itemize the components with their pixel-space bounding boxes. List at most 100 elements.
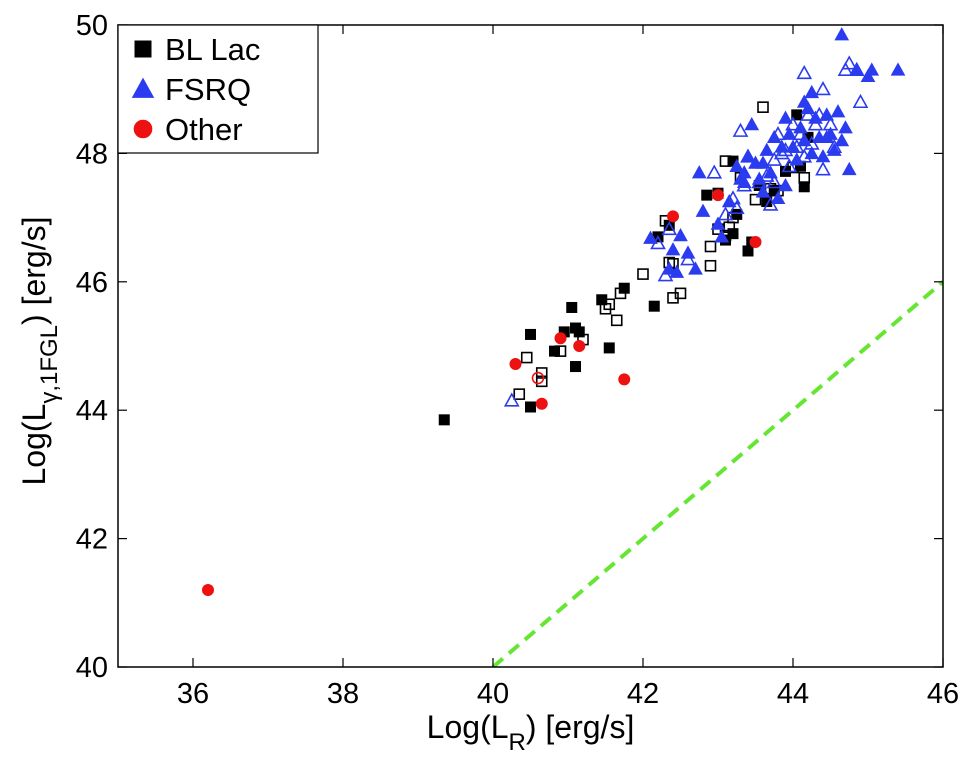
x-tick-label: 36 [177,678,209,710]
legend-other-marker [133,119,153,139]
other-point [202,583,214,596]
fsrq-point [744,116,760,131]
bl-lac-point-open [749,193,762,206]
fsrq-point-open [800,106,816,121]
other-point [535,397,548,410]
bl-lac-point [731,208,743,220]
fsrq-point-open [815,81,831,96]
fsrq-point-open [807,116,824,131]
fsrq-point [849,62,865,76]
fsrq-point-open [680,251,696,266]
fsrq-point [841,161,857,176]
bl-lac-point [566,301,578,313]
fsrq-point [804,84,820,99]
fsrq-point [808,110,823,124]
bl-lac-point [573,326,585,338]
fsrq-point-open [728,199,745,214]
fsrq-point [721,194,737,208]
other-point [667,210,679,223]
fsrq-point-open [792,125,809,141]
bl-lac-point [525,328,536,340]
y-tick-label: 50 [76,10,108,42]
fsrq-point [796,133,812,147]
bl-lac-point-open [535,375,548,388]
fsrq-point [785,139,801,153]
fsrq-point-open [785,116,801,131]
fsrq-point-open [717,206,734,221]
fsrq-point [714,229,730,243]
legend-fsrq-label: FSRQ [165,72,251,107]
fsrq-point [804,145,820,160]
bl-lac-point-open [674,287,687,300]
bl-lac-point [798,181,810,193]
fsrq-point [665,242,681,256]
fsrq-point-open [503,392,520,407]
y-axis-label: Log(Lγ,1FGL) [erg/s] [16,216,63,485]
bl-lac-point-open [704,259,717,272]
fsrq-point [759,142,775,156]
data-points-layer [202,27,906,596]
bl-lac-point [701,189,713,201]
bl-lac-point-open [610,314,623,327]
fsrq-point [766,129,782,144]
y-tick-label: 46 [76,267,108,299]
fsrq-point-open [766,174,783,189]
fsrq-point [864,62,880,76]
fsrq-point [755,155,771,169]
fsrq-point-open [815,161,831,176]
fsrq-point [860,68,876,83]
other-point [573,340,586,352]
fsrq-point [680,245,696,259]
reference-line-layer [491,280,943,667]
fsrq-point [643,230,658,244]
other-point-open [531,371,545,385]
fsrq-point [740,149,756,163]
fsrq-point [774,139,790,153]
fsrq-point [688,261,703,275]
fsrq-point [819,107,835,121]
bl-lac-point [570,361,581,373]
y-tick-label: 42 [76,524,108,556]
bl-lac-point [596,294,608,306]
fsrq-point [834,133,850,147]
fsrq-point [793,120,808,134]
bl-lac-point [727,228,739,240]
reference-line [491,280,943,667]
fsrq-point-open [661,221,678,236]
x-tick-label: 40 [477,678,509,710]
legend-other-label: Other [165,112,243,147]
fsrq-point [755,184,771,198]
other-point [749,235,762,248]
legend-bl-lac-marker [134,40,152,58]
bl-lac-point-open [637,268,649,280]
fsrq-point [826,142,842,156]
bl-lac-point-open [513,388,526,400]
fsrq-point [830,104,846,118]
y-tick-label: 40 [76,652,108,684]
fsrq-point-open [762,196,779,211]
fsrq-point [800,100,816,115]
plot-frame [117,24,944,668]
x-tick-label: 42 [627,678,659,710]
bl-lac-point [603,342,615,354]
bl-lac-point-open [704,240,717,253]
bl-lac-point [791,109,803,121]
fsrq-point [796,94,812,108]
fsrq-point [695,203,711,217]
fsrq-point [763,165,778,179]
fsrq-point [781,126,797,140]
bl-lac-point [525,401,536,413]
other-point [509,357,522,370]
legend: BL Lac FSRQ Other [117,24,319,154]
fsrq-point [815,149,831,163]
bl-lac-point [618,282,630,294]
bl-lac-point-open [520,351,533,364]
fsrq-point [890,62,906,76]
y-tick-label: 48 [76,138,108,170]
fsrq-point [778,177,793,192]
fsrq-point [710,216,726,230]
fsrq-point-open [706,164,723,179]
fsrq-point-open [781,158,798,173]
fsrq-point [819,129,835,144]
